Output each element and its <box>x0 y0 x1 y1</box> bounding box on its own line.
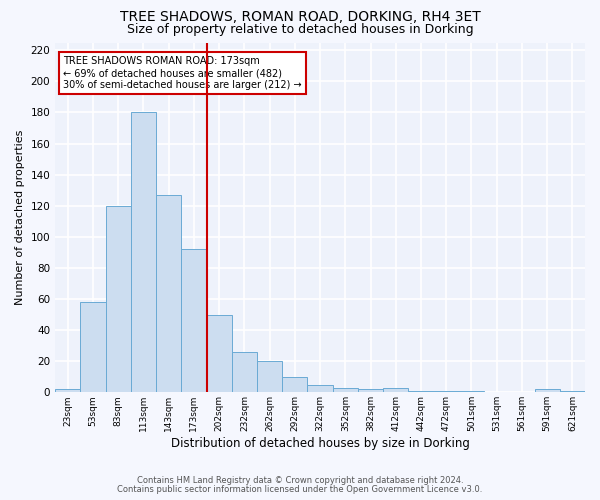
Text: TREE SHADOWS, ROMAN ROAD, DORKING, RH4 3ET: TREE SHADOWS, ROMAN ROAD, DORKING, RH4 3… <box>119 10 481 24</box>
Bar <box>459 390 484 392</box>
Bar <box>560 390 585 392</box>
Text: Contains HM Land Registry data © Crown copyright and database right 2024.: Contains HM Land Registry data © Crown c… <box>137 476 463 485</box>
Bar <box>257 361 282 392</box>
Bar <box>156 195 181 392</box>
Bar <box>383 388 409 392</box>
X-axis label: Distribution of detached houses by size in Dorking: Distribution of detached houses by size … <box>170 437 470 450</box>
Bar <box>358 389 383 392</box>
Bar <box>434 390 459 392</box>
Y-axis label: Number of detached properties: Number of detached properties <box>15 130 25 305</box>
Bar <box>282 376 307 392</box>
Bar <box>131 112 156 392</box>
Bar <box>307 384 332 392</box>
Bar <box>409 390 434 392</box>
Bar <box>332 388 358 392</box>
Text: Contains public sector information licensed under the Open Government Licence v3: Contains public sector information licen… <box>118 485 482 494</box>
Text: TREE SHADOWS ROMAN ROAD: 173sqm
← 69% of detached houses are smaller (482)
30% o: TREE SHADOWS ROMAN ROAD: 173sqm ← 69% of… <box>63 56 302 90</box>
Bar <box>55 389 80 392</box>
Bar <box>181 250 206 392</box>
Text: Size of property relative to detached houses in Dorking: Size of property relative to detached ho… <box>127 22 473 36</box>
Bar <box>232 352 257 393</box>
Bar <box>206 314 232 392</box>
Bar <box>535 389 560 392</box>
Bar <box>80 302 106 392</box>
Bar <box>106 206 131 392</box>
